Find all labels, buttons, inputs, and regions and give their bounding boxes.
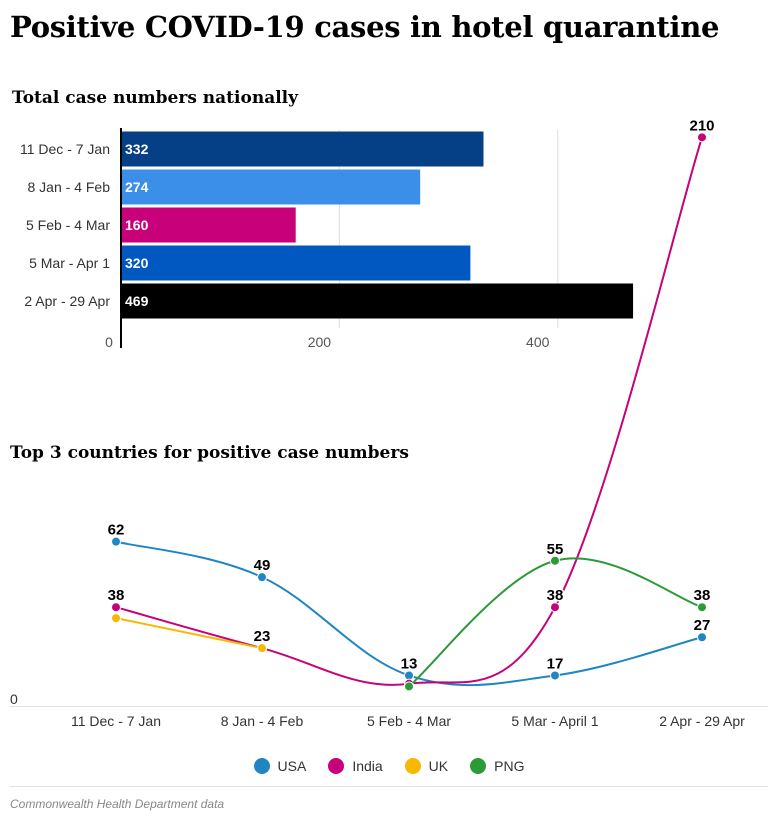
bar — [121, 131, 484, 167]
legend-label-india: India — [352, 758, 383, 774]
data-label-india: 38 — [547, 587, 564, 604]
line-x-tick-label: 11 Dec - 7 Jan — [71, 713, 161, 729]
bar-category-label: 2 Apr - 29 Apr — [24, 293, 110, 309]
line-x-tick-label: 5 Feb - 4 Mar — [367, 713, 451, 729]
legend-swatch-png — [470, 758, 487, 774]
axis-divider — [10, 706, 768, 707]
data-label-png: 55 — [547, 541, 564, 558]
data-label-usa: 62 — [108, 522, 125, 539]
bar-chart-title: Total case numbers nationally — [12, 88, 299, 108]
source-note: Commonwealth Health Department data — [10, 797, 225, 811]
bar — [121, 207, 296, 243]
bar — [121, 169, 421, 205]
data-point-india — [697, 132, 707, 143]
data-point-uk — [111, 613, 121, 624]
legend: USA India UK PNG — [0, 758, 778, 774]
bar-chart: 0 200 400 332 11 Dec - 7 Jan 274 8 Jan - 4 Feb… — [20, 128, 634, 350]
line-y-tick-label: 0 — [10, 691, 18, 707]
data-label-india: 38 — [108, 587, 125, 604]
series-line-india — [115, 137, 703, 686]
legend-item-png[interactable]: PNG — [470, 758, 524, 774]
bar-x-tick-label: 200 — [308, 334, 332, 350]
legend-item-uk[interactable]: UK — [404, 758, 449, 774]
data-point-png — [697, 602, 707, 613]
legend-item-usa[interactable]: USA — [253, 758, 307, 774]
data-label-png: 38 — [694, 587, 711, 604]
bar-data-label: 160 — [125, 217, 149, 233]
data-label-usa: 13 — [401, 655, 418, 672]
bar-category-label: 5 Feb - 4 Mar — [26, 217, 110, 233]
bar-x-tick-label: 0 — [105, 334, 113, 350]
bar-category-label: 5 Mar - Apr 1 — [29, 255, 110, 271]
data-point-uk — [257, 643, 267, 654]
data-point-png — [404, 681, 414, 692]
data-point-usa — [257, 572, 267, 583]
bar — [121, 283, 634, 319]
page-title: Positive COVID-19 cases in hotel quarant… — [10, 10, 720, 44]
legend-item-india[interactable]: India — [328, 758, 383, 774]
bar-data-label: 320 — [125, 255, 149, 271]
data-point-india — [550, 602, 560, 613]
legend-label-usa: USA — [277, 758, 307, 774]
data-label-india: 23 — [254, 628, 271, 645]
line-x-tick-label: 5 Mar - April 1 — [511, 713, 598, 729]
data-point-usa — [550, 670, 560, 681]
data-point-usa — [697, 632, 707, 643]
bar — [121, 245, 471, 281]
legend-label-png: PNG — [494, 758, 525, 774]
legend-divider — [10, 786, 768, 787]
data-label-usa: 17 — [547, 655, 564, 672]
bar-data-label: 469 — [125, 293, 149, 309]
legend-swatch-india — [328, 758, 345, 774]
series-line-uk — [115, 617, 263, 650]
line-chart: 11 Dec - 7 Jan 8 Jan - 4 Feb 5 Feb - 4 Mar… — [10, 116, 745, 729]
data-label-usa: 27 — [694, 617, 711, 634]
data-point-png — [550, 555, 560, 566]
bar-data-label: 332 — [125, 141, 149, 157]
line-x-tick-label: 8 Jan - 4 Feb — [221, 713, 304, 729]
data-label-usa: 49 — [254, 557, 271, 574]
data-point-india — [111, 602, 121, 613]
legend-label-uk: UK — [428, 758, 449, 774]
line-x-tick-label: 2 Apr - 29 Apr — [659, 713, 745, 729]
bar-category-label: 8 Jan - 4 Feb — [28, 179, 111, 195]
bar-data-label: 274 — [125, 179, 149, 195]
bar-x-tick-label: 400 — [526, 334, 550, 350]
data-point-usa — [111, 536, 121, 547]
data-label-india: 210 — [689, 117, 714, 134]
line-chart-title: Top 3 countries for positive case number… — [10, 443, 409, 463]
bar-category-label: 11 Dec - 7 Jan — [20, 141, 110, 157]
legend-swatch-uk — [404, 758, 421, 774]
legend-swatch-usa — [253, 758, 270, 774]
